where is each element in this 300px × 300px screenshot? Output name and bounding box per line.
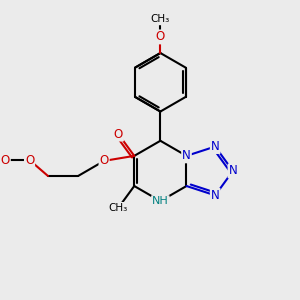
Text: N: N xyxy=(229,164,237,177)
Text: N: N xyxy=(211,140,220,153)
Text: O: O xyxy=(100,154,109,167)
Text: O: O xyxy=(25,154,34,166)
Text: N: N xyxy=(211,189,220,202)
Text: CH₃: CH₃ xyxy=(151,14,170,24)
Text: NH: NH xyxy=(152,196,169,206)
Text: N: N xyxy=(182,149,191,162)
Text: O: O xyxy=(1,154,10,166)
Text: O: O xyxy=(114,128,123,141)
Text: CH₃: CH₃ xyxy=(109,203,128,213)
Text: O: O xyxy=(156,30,165,44)
